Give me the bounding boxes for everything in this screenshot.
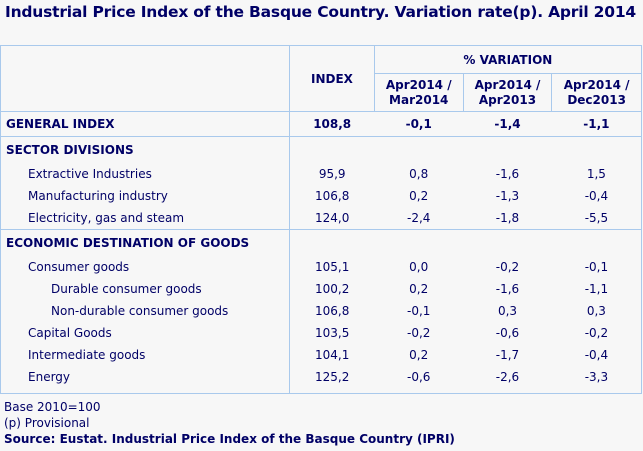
variation-monthly: 0,2 [409, 282, 429, 296]
variation-annual: -0,6 [495, 326, 520, 340]
spacer [374, 388, 641, 394]
variation-ytd: 1,5 [586, 167, 606, 181]
table-row: Energy 125,2 -0,6 -2,6 -3,3 [1, 366, 642, 388]
page-title: Industrial Price Index of the Basque Cou… [5, 3, 636, 21]
variation-ytd: -0,2 [584, 326, 609, 340]
table-row: Consumer goods 105,1 0,0 -0,2 -0,1 [1, 256, 642, 278]
variation-annual: 0,3 [497, 304, 518, 318]
section-header-row: ECONOMIC DESTINATION OF GOODS [0, 229, 642, 256]
row-label: Capital Goods [28, 326, 112, 340]
index-value: 106,8 [289, 300, 375, 322]
variation-annual: -1,8 [463, 207, 552, 230]
col-header-annual: Apr2014 /Apr2013 [462, 73, 552, 112]
table-row: Capital Goods 103,5 -0,2 -0,6 -0,2 [1, 322, 642, 344]
index-value: 104,1 [289, 344, 375, 366]
spacer [289, 388, 375, 394]
table-row: Non-durable consumer goods 106,8 -0,1 0,3 0,… [1, 300, 642, 322]
variation-ytd: -1,1 [551, 111, 642, 137]
variation-monthly: -0,2 [407, 326, 431, 340]
empty-cell [374, 137, 641, 164]
variation-annual: -1,6 [495, 282, 520, 296]
col-header-ytd: Apr2014 /Dec2013 [551, 73, 642, 112]
variation-monthly: 0,2 [409, 348, 429, 362]
section-label: SECTOR DIVISIONS [6, 143, 134, 157]
row-label: Energy [28, 370, 71, 384]
variation-annual: -2,6 [495, 370, 520, 384]
variation-ytd: -0,1 [584, 260, 609, 274]
index-value: 103,5 [289, 322, 375, 344]
index-value: 108,8 [289, 111, 375, 137]
variation-annual: -0,2 [495, 260, 520, 274]
table-row: Extractive Industries 95,9 0,8 -1,6 1,5 [1, 163, 642, 185]
variation-ytd: -1,1 [584, 282, 609, 296]
price-index-table: INDEX % VARIATION Apr2014 /Mar2014 Apr20… [0, 45, 642, 394]
row-label: Durable consumer goods [51, 282, 202, 296]
index-value: 124,0 [289, 207, 375, 230]
variation-annual: -1,7 [495, 348, 520, 362]
empty-cell [289, 229, 375, 256]
table-row: Intermediate goods 104,1 0,2 -1,7 -0,4 [1, 344, 642, 366]
row-label: Non-durable consumer goods [51, 304, 229, 318]
variation-ytd: -0,4 [584, 189, 609, 203]
spacer-row [1, 388, 642, 394]
spacer [1, 388, 290, 394]
table-row: Durable consumer goods 100,2 0,2 -1,6 -1,1 [1, 278, 642, 300]
index-value: 125,2 [289, 366, 375, 388]
variation-annual: -1,3 [495, 189, 520, 203]
index-value: 95,9 [289, 163, 375, 185]
variation-monthly: -0,1 [407, 304, 431, 318]
variation-header: % VARIATION [373, 45, 642, 74]
variation-ytd: -0,4 [584, 348, 609, 362]
subheader-row: Apr2014 /Mar2014 Apr2014 /Apr2013 Apr201… [1, 73, 642, 112]
col-header-monthly: Apr2014 /Mar2014 [373, 73, 464, 112]
variation-ytd: 0,3 [586, 304, 606, 318]
table-row: Manufacturing industry 106,8 0,2 -1,3 -0,4 [1, 185, 642, 207]
header-row: INDEX % VARIATION [1, 45, 642, 112]
row-label: GENERAL INDEX [0, 111, 290, 137]
index-header: INDEX [289, 45, 375, 112]
variation-annual: -1,4 [463, 111, 552, 137]
row-label: Extractive Industries [28, 167, 152, 181]
variation-monthly: 0,0 [409, 260, 429, 274]
variation-monthly: -2,4 [374, 207, 464, 230]
variation-monthly: 0,2 [409, 189, 429, 203]
index-value: 106,8 [289, 185, 375, 207]
provisional-note: (p) Provisional [4, 416, 90, 430]
row-label: Consumer goods [28, 260, 130, 274]
general-index-row: GENERAL INDEX 108,8 -0,1 -1,4 -1,1 [0, 111, 642, 137]
source-note: Source: Eustat. Industrial Price Index o… [4, 432, 455, 446]
row-label: Electricity, gas and steam [0, 207, 290, 230]
variation-monthly: -0,6 [407, 370, 431, 384]
index-value: 100,2 [289, 278, 375, 300]
variation-monthly: 0,8 [409, 167, 429, 181]
variation-annual: -1,6 [495, 167, 520, 181]
index-value: 105,1 [289, 256, 375, 278]
variation-monthly: -0,1 [374, 111, 464, 137]
footnotes: Base 2010=100 (p) Provisional Source: Eu… [4, 399, 455, 447]
table-row: Electricity, gas and steam 124,0 -2,4 -1,8-… [0, 207, 642, 230]
empty-cell [289, 136, 375, 163]
base-note: Base 2010=100 [4, 400, 101, 414]
variation-ytd: -5,5 [551, 207, 642, 230]
empty-cell [374, 229, 642, 256]
variation-ytd: -3,3 [584, 370, 609, 384]
section-label: ECONOMIC DESTINATION OF GOODS [0, 229, 290, 256]
row-label: Intermediate goods [28, 348, 146, 362]
row-label: Manufacturing industry [28, 189, 168, 203]
section-header-row: SECTOR DIVISIONS [1, 136, 642, 164]
label-header [1, 46, 290, 112]
